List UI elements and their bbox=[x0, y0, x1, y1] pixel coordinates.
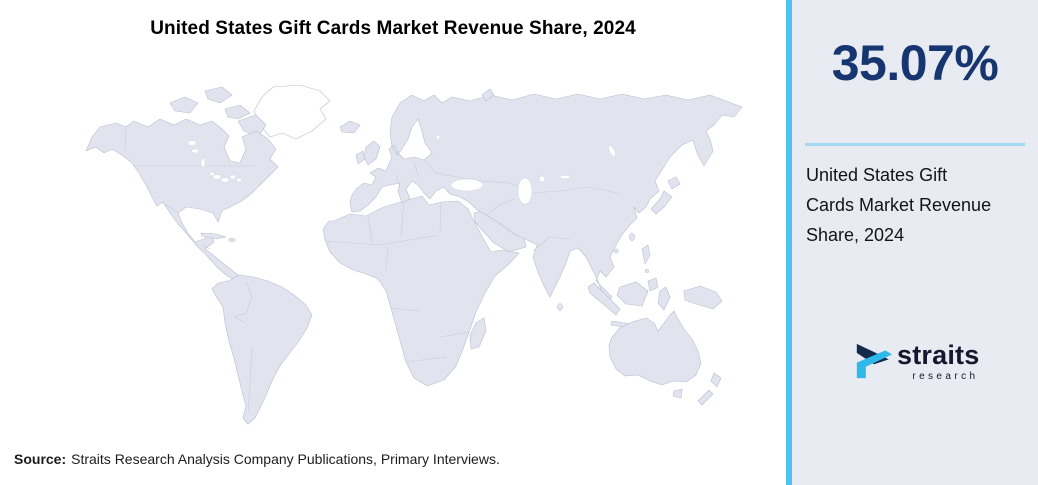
logo-name: straits bbox=[897, 340, 980, 370]
source-text: Straits Research Analysis Company Public… bbox=[71, 451, 500, 467]
map-sri-lanka bbox=[557, 303, 563, 311]
map-border-us-mexico bbox=[162, 202, 180, 214]
logo-text: straits research bbox=[897, 340, 980, 382]
map-border-europe-2 bbox=[395, 174, 401, 188]
map-great-britain bbox=[363, 140, 381, 166]
chart-title: United States Gift Cards Market Revenue … bbox=[150, 18, 636, 39]
map-border-africa-3 bbox=[439, 201, 442, 233]
map-taiwan bbox=[629, 232, 635, 242]
map-tasmania bbox=[672, 388, 683, 399]
revenue-share-value: 35.07% bbox=[831, 35, 999, 91]
map-japan-honshu bbox=[650, 190, 673, 215]
map-new-zealand-north bbox=[710, 372, 722, 388]
map-eurasia bbox=[349, 93, 743, 304]
map-sumatra bbox=[587, 282, 621, 316]
map-cuba bbox=[200, 232, 227, 240]
map-border-sa-3 bbox=[233, 316, 247, 324]
map-border-europe-3 bbox=[413, 161, 419, 176]
map-border-alaska-canada bbox=[124, 126, 127, 152]
map-border-africa-8 bbox=[390, 307, 421, 312]
panel-caption: United States Gift Cards Market Revenue … bbox=[806, 165, 992, 245]
source-label: Source: bbox=[14, 451, 67, 467]
map-south-america bbox=[211, 274, 313, 425]
panel-divider bbox=[805, 143, 1025, 146]
map-philippines-luzon bbox=[641, 244, 651, 265]
map-border-india bbox=[532, 236, 571, 252]
map-border-africa-5 bbox=[385, 246, 389, 272]
map-new-zealand-south bbox=[697, 389, 714, 406]
map-arctic-island bbox=[224, 104, 251, 120]
map-madagascar bbox=[469, 317, 487, 350]
map-arctic-island bbox=[204, 86, 233, 104]
straits-research-logo: straits research bbox=[856, 339, 979, 383]
map-border-africa-2 bbox=[400, 200, 405, 236]
map-north-america bbox=[85, 118, 279, 288]
source-line: Source: Straits Research Analysis Company… bbox=[14, 451, 500, 467]
map-border-africa-1 bbox=[367, 215, 373, 244]
map-sulawesi bbox=[657, 286, 671, 311]
map-ireland bbox=[355, 150, 366, 165]
map-borneo bbox=[616, 281, 649, 307]
map-australia bbox=[608, 310, 702, 386]
map-philippines-visayas bbox=[644, 269, 650, 273]
map-arctic-island bbox=[237, 114, 267, 138]
map-border-africa-7 bbox=[405, 356, 447, 363]
map-hispaniola bbox=[228, 237, 236, 243]
map-arctic-island bbox=[169, 96, 199, 114]
map-border-africa-4 bbox=[325, 234, 439, 246]
map-philippines-mindanao bbox=[647, 277, 659, 292]
map-border-mexico-guatemala bbox=[201, 244, 211, 250]
map-iceland bbox=[339, 120, 361, 134]
map-hainan bbox=[613, 248, 619, 254]
world-map-container bbox=[20, 84, 780, 435]
map-greenland bbox=[253, 84, 331, 140]
map-border-africa-6 bbox=[439, 331, 470, 338]
logo-subtitle: research bbox=[912, 370, 979, 382]
map-japan-hokkaido bbox=[667, 176, 681, 190]
world-map bbox=[85, 84, 743, 425]
map-border-sa-1 bbox=[233, 280, 253, 318]
map-new-guinea bbox=[683, 285, 723, 310]
straits-logo-icon bbox=[856, 343, 892, 379]
map-border-russia-kazakh bbox=[455, 176, 511, 184]
map-novaya-zemlya bbox=[481, 88, 495, 102]
map-border-iran bbox=[485, 198, 515, 216]
side-panel: 35.07% United States Gift Cards Market R… bbox=[786, 0, 1038, 485]
map-border-europe-1 bbox=[423, 159, 457, 178]
map-border-sa-2 bbox=[247, 346, 253, 414]
